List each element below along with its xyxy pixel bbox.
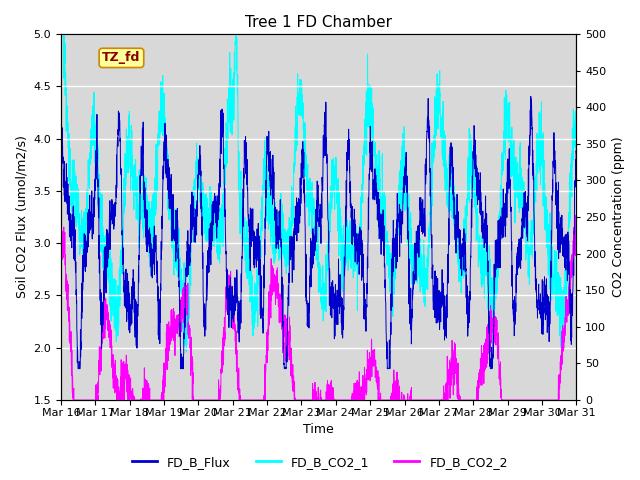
Title: Tree 1 FD Chamber: Tree 1 FD Chamber	[245, 15, 392, 30]
Legend: FD_B_Flux, FD_B_CO2_1, FD_B_CO2_2: FD_B_Flux, FD_B_CO2_1, FD_B_CO2_2	[127, 451, 513, 474]
Y-axis label: Soil CO2 Flux (umol/m2/s): Soil CO2 Flux (umol/m2/s)	[15, 135, 28, 299]
Text: TZ_fd: TZ_fd	[102, 51, 141, 64]
Y-axis label: CO2 Concentration (ppm): CO2 Concentration (ppm)	[612, 137, 625, 297]
X-axis label: Time: Time	[303, 423, 334, 436]
